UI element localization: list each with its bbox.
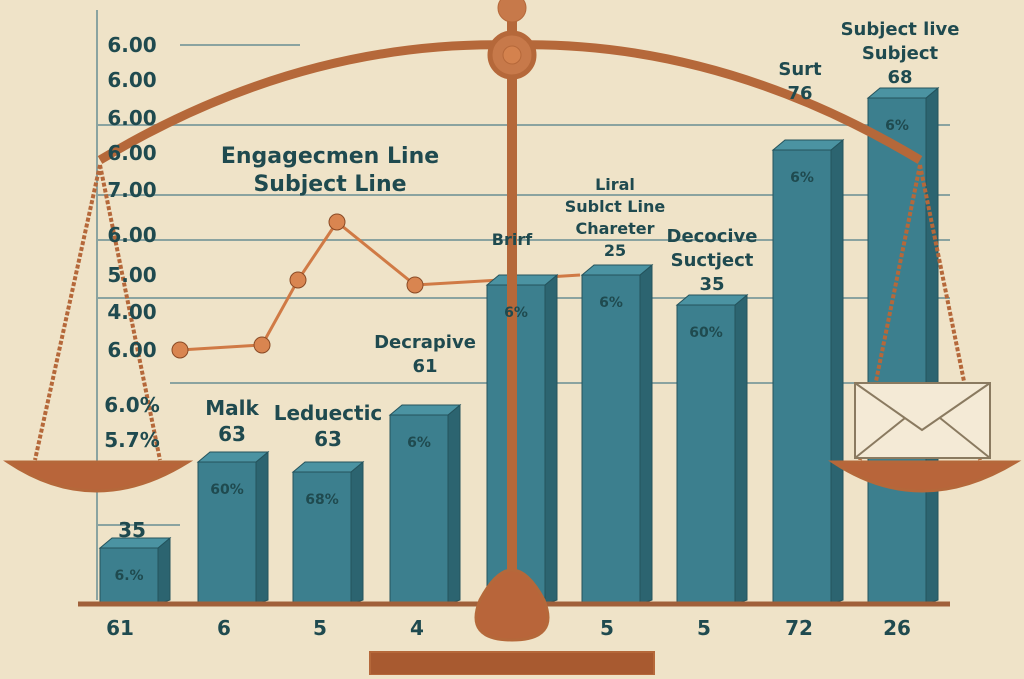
bar-label: 6% <box>885 118 909 134</box>
annotation: 63 <box>218 422 246 446</box>
bar-top <box>580 264 654 276</box>
annotation: Malk <box>205 396 259 420</box>
x-axis-label: 5 <box>697 616 711 640</box>
bar-label: 6% <box>599 295 623 311</box>
y-axis-label: 6.0% <box>104 393 159 417</box>
annotation: Brirf <box>492 230 533 249</box>
bar-label: 68% <box>305 492 339 508</box>
bar-label: 6.% <box>114 568 143 584</box>
annotation: 68 <box>887 67 912 88</box>
annotation: Surt <box>778 59 822 80</box>
scale <box>3 0 1022 676</box>
y-axis-label: 6.00 <box>107 106 156 130</box>
bar <box>292 471 352 605</box>
annotation: Subject <box>862 43 939 64</box>
bar-label: 6% <box>407 435 431 451</box>
annotation: 35 <box>699 274 724 295</box>
annotation: Suctject <box>671 250 754 271</box>
bar-side <box>639 263 653 605</box>
bar-side <box>447 403 461 605</box>
y-axis-label: 6.00 <box>107 223 156 247</box>
bar-top <box>485 274 559 286</box>
bar-top <box>771 139 845 151</box>
bar <box>772 149 832 605</box>
annotation: Leduectic <box>274 401 383 425</box>
bar-label: 6% <box>504 305 528 321</box>
bar-side <box>255 450 269 605</box>
bar-top <box>291 461 365 473</box>
bar-label: 6% <box>790 170 814 186</box>
y-axis-label: 6.00 <box>107 68 156 92</box>
annotation: Decocive <box>667 226 758 247</box>
bar-top <box>675 294 749 306</box>
bar-side <box>350 460 364 605</box>
bar-label: 60% <box>210 482 244 498</box>
y-axis-label: 6.00 <box>107 141 156 165</box>
x-axis-label: 72 <box>785 616 813 640</box>
bar-label: 60% <box>689 325 723 341</box>
annotation: 63 <box>314 427 342 451</box>
annotation: Decrapive <box>374 332 476 353</box>
annotation: Chareter <box>575 219 654 238</box>
bar <box>676 304 736 605</box>
y-axis-label: 7.00 <box>107 178 156 202</box>
y-axis-label: 5.7% <box>104 428 159 452</box>
bar-side <box>157 536 171 605</box>
envelope <box>854 382 991 459</box>
trend-points <box>171 213 424 359</box>
y-axis-label: 5.00 <box>107 263 156 287</box>
annotation: 25 <box>604 241 626 260</box>
x-axis-label: 4 <box>410 616 424 640</box>
bar-top <box>388 404 462 416</box>
y-axis-label: 35 <box>118 518 146 542</box>
annotation: Subject Line <box>253 172 406 197</box>
bar <box>581 274 641 605</box>
y-axis-label: 6.00 <box>107 338 156 362</box>
bar-side <box>544 273 558 605</box>
annotation: Subject live <box>841 19 960 40</box>
x-axis-label: 6 <box>217 616 231 640</box>
bar-top <box>98 537 172 549</box>
annotation: 61 <box>412 356 437 377</box>
annotation: Liral <box>595 175 635 194</box>
y-axis-label: 4.00 <box>107 300 156 324</box>
bar-side <box>925 86 939 605</box>
bar-top <box>196 451 270 463</box>
annotation: Engagecmen Line <box>221 144 439 169</box>
bar-side <box>734 293 748 605</box>
x-axis-label: 61 <box>106 616 134 640</box>
x-axis-label: 5 <box>313 616 327 640</box>
annotation: Sublct Line <box>565 197 666 216</box>
bar-top <box>866 87 940 99</box>
x-axis-label: 5 <box>600 616 614 640</box>
annotation: 76 <box>787 83 812 104</box>
bar <box>867 97 927 605</box>
x-axis-label: 26 <box>883 616 911 640</box>
y-axis-label: 6.00 <box>107 33 156 57</box>
bar-side <box>830 138 844 605</box>
